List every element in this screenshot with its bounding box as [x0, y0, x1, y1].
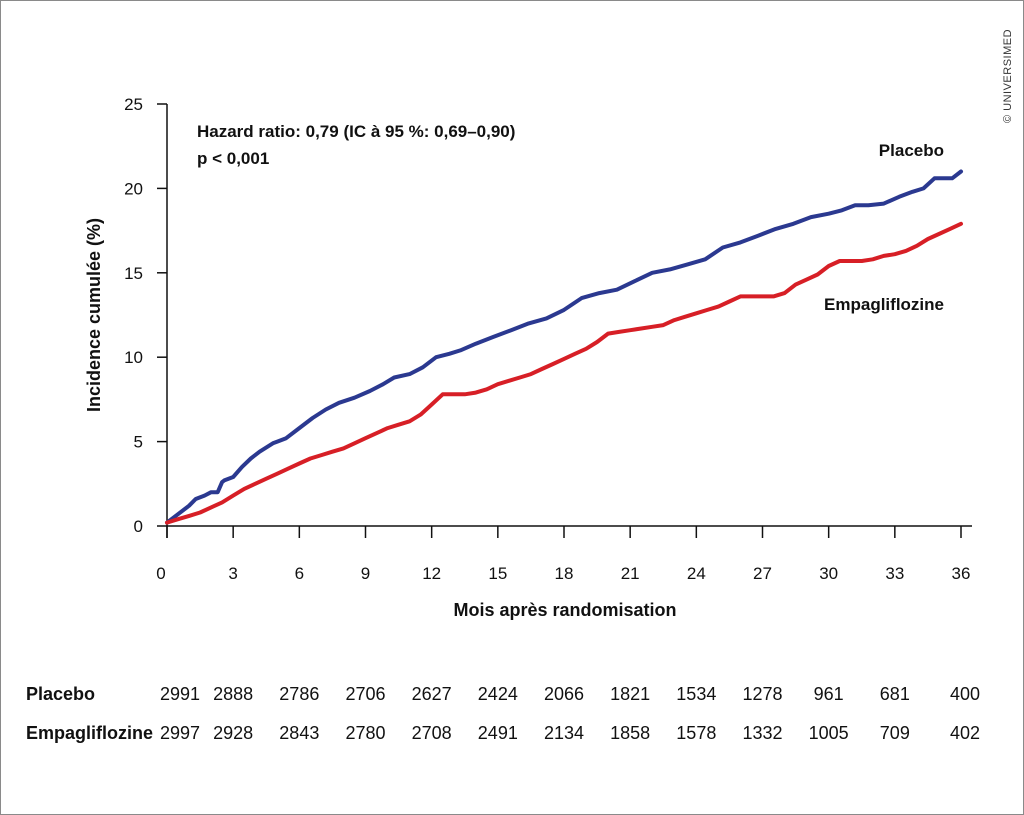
- y-axis-title: Incidence cumulée (%): [84, 218, 104, 412]
- x-tick-label: 33: [885, 564, 904, 583]
- x-ticks: 0 3 6 9 12 15 18 21 24 27 30 33 36: [156, 526, 970, 583]
- risk-value: 1821: [610, 684, 650, 704]
- series-line-placebo: [165, 169, 963, 525]
- risk-value: 1332: [742, 723, 782, 743]
- risk-value: 2066: [544, 684, 584, 704]
- risk-value: 709: [880, 723, 910, 743]
- x-tick-label: 15: [488, 564, 507, 583]
- x-tick-label: 12: [422, 564, 441, 583]
- risk-value: 2786: [279, 684, 319, 704]
- risk-row-label: Empagliflozine: [26, 723, 153, 743]
- y-tick-label: 25: [124, 95, 143, 114]
- risk-value: 1005: [809, 723, 849, 743]
- x-tick-label: 9: [361, 564, 370, 583]
- y-tick-label: 0: [134, 517, 143, 536]
- risk-value: 2708: [412, 723, 452, 743]
- x-tick-label: 27: [753, 564, 772, 583]
- risk-value: 1578: [676, 723, 716, 743]
- p-value-annotation: p < 0,001: [197, 149, 269, 168]
- y-tick-label: 20: [124, 179, 143, 198]
- y-ticks: 0 5 10 15 20 25: [124, 95, 167, 536]
- risk-value: 2843: [279, 723, 319, 743]
- watermark-copyright: © UNIVERSIMED: [1002, 29, 1014, 123]
- x-tick-label: 36: [952, 564, 971, 583]
- y-tick-label: 15: [124, 264, 143, 283]
- y-tick-label: 5: [134, 433, 143, 452]
- hazard-ratio-annotation: Hazard ratio: 0,79 (IC à 95 %: 0,69–0,90…: [197, 122, 515, 141]
- number-at-risk-table: Placebo 2991 2888 2786 2706 2627 2424 2066 1821 1…: [26, 684, 980, 743]
- x-tick-label: 24: [687, 564, 706, 583]
- risk-value: 1858: [610, 723, 650, 743]
- risk-value: 400: [950, 684, 980, 704]
- risk-value: 2888: [213, 684, 253, 704]
- risk-row-label: Placebo: [26, 684, 95, 704]
- risk-value: 1278: [742, 684, 782, 704]
- x-tick-label: 0: [156, 564, 165, 583]
- series-line-empagliflozine: [165, 221, 963, 525]
- risk-value: 2706: [345, 684, 385, 704]
- series-lines: [165, 169, 963, 525]
- y-tick-label: 10: [124, 348, 143, 367]
- risk-value: 1534: [676, 684, 716, 704]
- series-label-empagliflozine: Empagliflozine: [824, 295, 944, 314]
- risk-value: 681: [880, 684, 910, 704]
- risk-value: 2424: [478, 684, 518, 704]
- series-label-placebo: Placebo: [879, 141, 944, 160]
- x-axis-title: Mois après randomisation: [453, 600, 676, 620]
- x-tick-label: 3: [228, 564, 237, 583]
- risk-value: 2928: [213, 723, 253, 743]
- x-tick-label: 21: [621, 564, 640, 583]
- risk-value: 2491: [478, 723, 518, 743]
- risk-value: 2991: [160, 684, 200, 704]
- x-tick-label: 30: [819, 564, 838, 583]
- x-tick-label: 18: [555, 564, 574, 583]
- risk-value: 2627: [412, 684, 452, 704]
- risk-value: 2134: [544, 723, 584, 743]
- risk-value: 2997: [160, 723, 200, 743]
- risk-value: 961: [814, 684, 844, 704]
- risk-value: 2780: [345, 723, 385, 743]
- x-tick-label: 6: [295, 564, 304, 583]
- risk-value: 402: [950, 723, 980, 743]
